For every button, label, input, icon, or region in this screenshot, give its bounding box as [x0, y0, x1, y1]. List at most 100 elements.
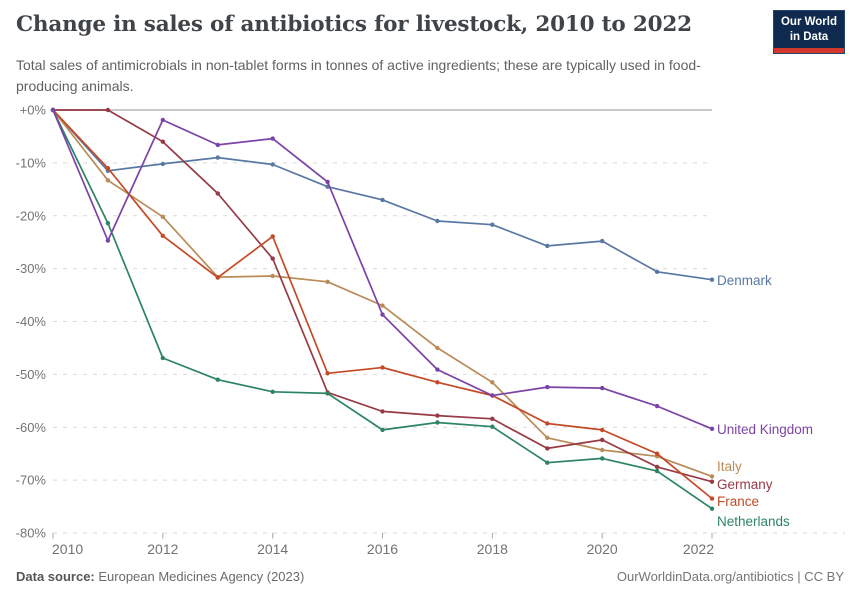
- data-point-france[interactable]: [380, 365, 385, 370]
- data-point-italy[interactable]: [600, 447, 605, 453]
- data-point-italy[interactable]: [270, 273, 275, 279]
- series-label-germany[interactable]: Germany: [717, 477, 773, 492]
- data-point-netherlands[interactable]: [105, 221, 111, 226]
- footer: Data source: European Medicines Agency (…: [16, 569, 844, 584]
- data-point-netherlands[interactable]: [215, 377, 220, 382]
- data-point-france[interactable]: [325, 371, 330, 376]
- data-point-france[interactable]: [160, 233, 165, 238]
- series-label-france[interactable]: France: [717, 494, 759, 509]
- data-point-netherlands[interactable]: [600, 456, 605, 461]
- data-point-france[interactable]: [709, 496, 715, 501]
- data-point-italy[interactable]: [160, 214, 165, 219]
- data-point-france[interactable]: [654, 451, 660, 456]
- data-point-italy[interactable]: [325, 279, 330, 284]
- y-axis-label: -30%: [16, 261, 47, 276]
- data-point-france[interactable]: [270, 234, 275, 239]
- data-point-germany[interactable]: [709, 479, 715, 484]
- data-point-germany[interactable]: [545, 446, 550, 451]
- data-point-germany[interactable]: [105, 107, 111, 113]
- data-point-france[interactable]: [105, 166, 111, 171]
- x-axis-label: 2018: [477, 541, 508, 557]
- series-label-united-kingdom[interactable]: United Kingdom: [717, 422, 813, 437]
- y-axis-label: -80%: [16, 526, 47, 541]
- data-point-germany[interactable]: [435, 413, 440, 418]
- data-point-denmark[interactable]: [600, 238, 605, 244]
- data-point-netherlands[interactable]: [435, 420, 440, 425]
- data-point-united-kingdom[interactable]: [435, 367, 440, 372]
- series-line-netherlands[interactable]: [52, 109, 713, 510]
- data-point-denmark[interactable]: [160, 161, 165, 167]
- x-axis-label: 2016: [367, 541, 398, 557]
- data-point-denmark[interactable]: [490, 222, 495, 227]
- series-line-united-kingdom[interactable]: [52, 109, 713, 430]
- data-point-denmark[interactable]: [545, 243, 550, 249]
- data-point-italy[interactable]: [545, 435, 550, 440]
- data-point-netherlands[interactable]: [270, 389, 275, 394]
- data-point-netherlands[interactable]: [654, 468, 660, 474]
- data-point-united-kingdom[interactable]: [545, 384, 550, 390]
- license-link[interactable]: OurWorldinData.org/antibiotics | CC BY: [616, 569, 844, 584]
- y-axis-label: +0%: [20, 103, 47, 118]
- owid-logo-text: Our World in Data: [774, 11, 844, 48]
- data-point-italy[interactable]: [435, 345, 440, 351]
- series-label-italy[interactable]: Italy: [717, 459, 742, 474]
- data-point-denmark[interactable]: [654, 269, 660, 274]
- data-point-italy[interactable]: [380, 303, 385, 308]
- owid-logo[interactable]: Our World in Data: [773, 10, 845, 54]
- data-point-united-kingdom[interactable]: [654, 403, 660, 409]
- data-point-netherlands[interactable]: [709, 506, 715, 511]
- data-point-france[interactable]: [600, 427, 605, 433]
- data-point-netherlands[interactable]: [490, 424, 495, 429]
- data-point-germany[interactable]: [380, 409, 385, 414]
- data-point-germany[interactable]: [160, 139, 165, 144]
- data-point-united-kingdom[interactable]: [270, 136, 275, 141]
- data-point-italy[interactable]: [105, 178, 111, 183]
- x-axis-label: 2014: [257, 541, 288, 557]
- owid-logo-line1: Our World: [780, 16, 837, 29]
- data-point-germany[interactable]: [270, 256, 275, 261]
- data-point-denmark[interactable]: [709, 277, 715, 282]
- data-point-united-kingdom[interactable]: [600, 385, 605, 391]
- data-source-text: European Medicines Agency (2023): [94, 569, 305, 584]
- series-label-denmark[interactable]: Denmark: [717, 273, 772, 288]
- data-point-italy[interactable]: [490, 380, 495, 385]
- data-point-united-kingdom[interactable]: [160, 117, 165, 123]
- data-point-netherlands[interactable]: [160, 355, 165, 361]
- data-point-france[interactable]: [545, 421, 550, 426]
- data-point-united-kingdom[interactable]: [490, 393, 495, 398]
- data-point-italy[interactable]: [709, 474, 715, 479]
- data-point-germany[interactable]: [490, 416, 495, 421]
- data-point-germany[interactable]: [654, 464, 660, 470]
- y-axis-label: -20%: [16, 208, 47, 223]
- data-point-denmark[interactable]: [270, 162, 275, 167]
- data-source-label: Data source:: [16, 569, 95, 584]
- data-point-france[interactable]: [215, 275, 220, 280]
- data-point-united-kingdom[interactable]: [50, 107, 56, 113]
- owid-logo-accent-bar: [774, 48, 844, 53]
- data-point-denmark[interactable]: [215, 155, 220, 160]
- data-point-united-kingdom[interactable]: [380, 312, 385, 317]
- data-point-denmark[interactable]: [380, 197, 385, 203]
- data-point-netherlands[interactable]: [545, 460, 550, 465]
- data-point-netherlands[interactable]: [325, 391, 330, 396]
- page-subtitle: Total sales of antimicrobials in non-tab…: [16, 57, 701, 95]
- data-point-france[interactable]: [435, 380, 440, 385]
- data-point-germany[interactable]: [600, 437, 605, 443]
- data-point-united-kingdom[interactable]: [325, 179, 330, 185]
- data-source: Data source: European Medicines Agency (…: [16, 569, 304, 584]
- x-axis-label: 2020: [587, 541, 618, 557]
- data-point-united-kingdom[interactable]: [105, 238, 111, 243]
- x-axis-label: 2012: [147, 541, 178, 557]
- y-axis-label: -40%: [16, 314, 47, 329]
- data-point-united-kingdom[interactable]: [215, 142, 220, 148]
- y-axis-label: -50%: [16, 367, 47, 382]
- data-point-denmark[interactable]: [435, 218, 440, 224]
- data-point-germany[interactable]: [215, 191, 220, 196]
- page-title: Change in sales of antibiotics for lives…: [16, 12, 692, 37]
- x-axis-label: 2022: [683, 541, 714, 557]
- data-point-netherlands[interactable]: [380, 427, 385, 433]
- data-point-united-kingdom[interactable]: [709, 426, 715, 431]
- y-axis-label: -10%: [16, 155, 47, 170]
- series-label-netherlands[interactable]: Netherlands: [717, 514, 790, 529]
